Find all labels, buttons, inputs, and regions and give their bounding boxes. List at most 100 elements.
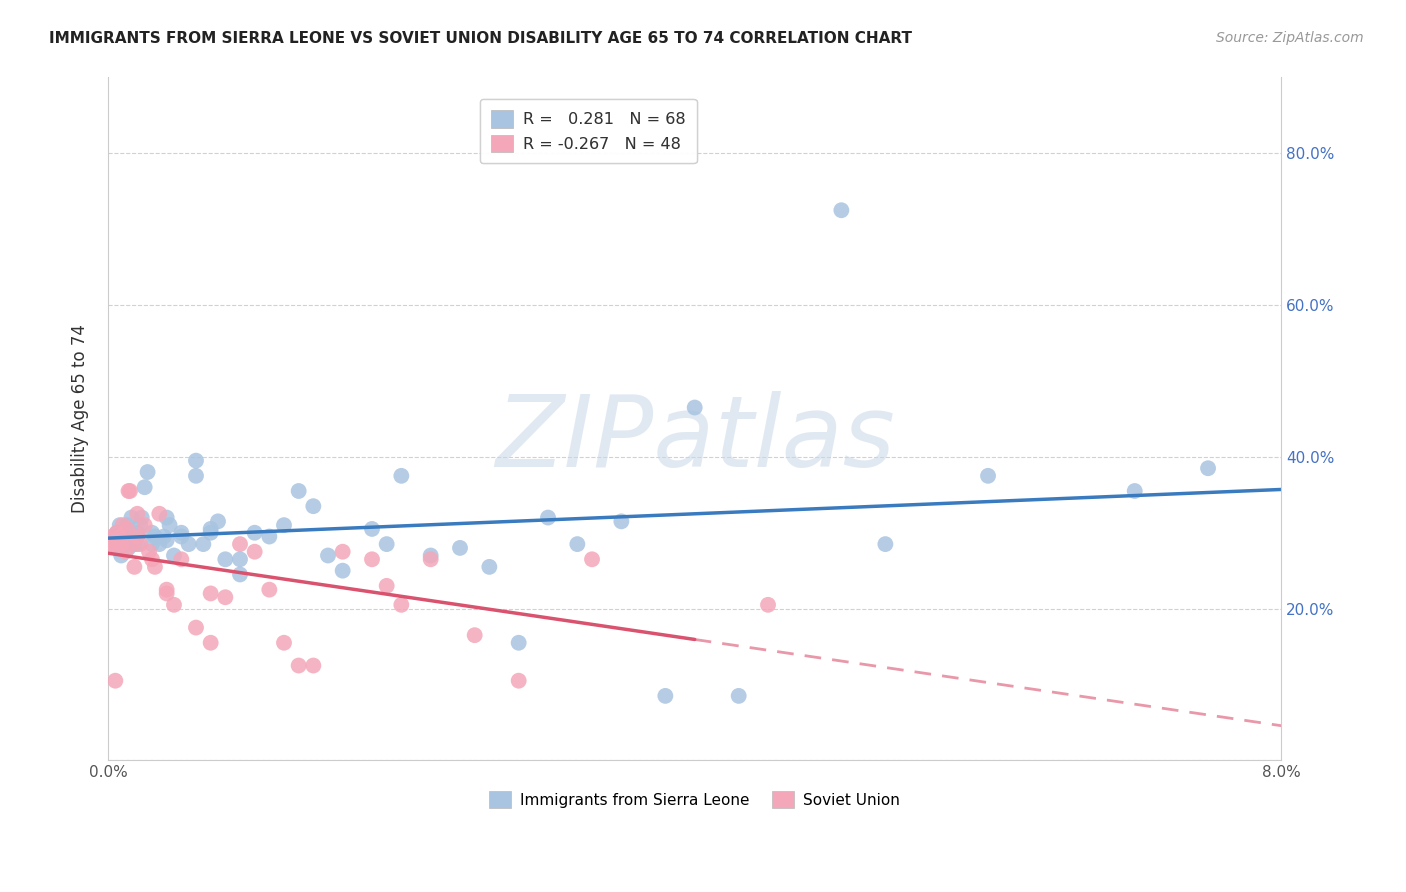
Point (141, 537, 163, 551)
Point (375, 537, 398, 551)
Point (273, 518, 295, 533)
Point (118, 525, 141, 540)
Point (581, 552, 603, 566)
Point (98, 533, 121, 548)
Point (141, 552, 163, 566)
Point (136, 465, 159, 479)
Point (170, 525, 193, 540)
Point (156, 533, 179, 548)
Point (170, 552, 193, 566)
Point (654, 689, 676, 703)
Point (129, 518, 152, 533)
Point (727, 689, 749, 703)
Point (156, 510, 179, 524)
Point (449, 541, 471, 555)
Point (478, 560, 501, 574)
Point (127, 529, 149, 543)
Point (107, 541, 129, 555)
Point (214, 591, 236, 605)
Point (316, 549, 339, 563)
Point (170, 529, 193, 543)
Point (229, 537, 252, 551)
Point (111, 533, 134, 548)
Point (122, 533, 145, 548)
Point (361, 552, 384, 566)
Point (177, 537, 200, 551)
Point (156, 586, 179, 600)
Point (200, 522, 222, 536)
Point (104, 533, 127, 548)
Point (156, 582, 179, 597)
Point (152, 529, 174, 543)
Point (143, 560, 166, 574)
Point (184, 621, 207, 635)
Point (143, 529, 166, 543)
Point (117, 483, 139, 498)
Point (131, 510, 153, 524)
Point (184, 468, 207, 483)
Point (332, 564, 354, 578)
Point (127, 507, 149, 521)
Point (389, 468, 412, 483)
Point (124, 537, 146, 551)
Text: Source: ZipAtlas.com: Source: ZipAtlas.com (1216, 31, 1364, 45)
Point (184, 453, 207, 467)
Point (105, 525, 128, 540)
Point (375, 579, 398, 593)
Point (200, 525, 222, 540)
Point (100, 537, 122, 551)
Point (104, 673, 127, 688)
Point (108, 529, 131, 543)
Point (243, 545, 266, 559)
Point (287, 483, 309, 498)
Point (977, 468, 1000, 483)
Point (567, 537, 589, 551)
Point (127, 529, 149, 543)
Point (273, 636, 295, 650)
Point (118, 483, 141, 498)
Point (111, 518, 134, 533)
Point (193, 537, 215, 551)
Point (148, 507, 170, 521)
Point (127, 537, 149, 551)
Point (508, 636, 530, 650)
Point (610, 514, 633, 528)
Point (114, 533, 136, 548)
Point (103, 537, 125, 551)
Point (115, 522, 138, 536)
Point (243, 525, 266, 540)
Point (214, 552, 236, 566)
Point (361, 522, 384, 536)
Point (101, 529, 124, 543)
Point (107, 541, 129, 555)
Point (114, 545, 136, 559)
Point (134, 480, 156, 494)
Point (1123, 483, 1146, 498)
Point (419, 549, 441, 563)
Point (200, 586, 222, 600)
Point (537, 510, 560, 524)
Point (683, 401, 706, 415)
Point (111, 525, 134, 540)
Point (111, 529, 134, 543)
Point (163, 549, 186, 563)
Point (141, 525, 163, 540)
Point (830, 203, 852, 218)
Point (115, 518, 138, 533)
Point (1197, 461, 1219, 475)
Point (419, 552, 441, 566)
Point (332, 545, 354, 559)
Point (875, 537, 897, 551)
Point (138, 545, 160, 559)
Point (111, 537, 134, 551)
Point (508, 673, 530, 688)
Point (389, 598, 412, 612)
Y-axis label: Disability Age 65 to 74: Disability Age 65 to 74 (72, 325, 89, 514)
Point (148, 537, 170, 551)
Text: IMMIGRANTS FROM SIERRA LEONE VS SOVIET UNION DISABILITY AGE 65 TO 74 CORRELATION: IMMIGRANTS FROM SIERRA LEONE VS SOVIET U… (49, 31, 912, 46)
Point (207, 514, 229, 528)
Point (200, 636, 222, 650)
Point (229, 552, 252, 566)
Point (259, 582, 281, 597)
Point (110, 537, 132, 551)
